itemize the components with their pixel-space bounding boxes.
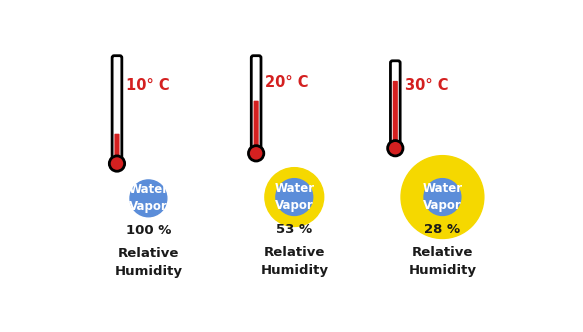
FancyBboxPatch shape: [391, 61, 400, 145]
Text: Relative
Humidity: Relative Humidity: [114, 247, 182, 279]
Circle shape: [109, 156, 125, 171]
FancyBboxPatch shape: [251, 56, 261, 150]
Circle shape: [276, 179, 312, 215]
Circle shape: [130, 180, 167, 217]
Text: 30° C: 30° C: [405, 78, 448, 93]
Text: 53 %: 53 %: [276, 223, 312, 236]
Circle shape: [424, 179, 461, 215]
Circle shape: [248, 146, 264, 161]
Text: 10° C: 10° C: [126, 78, 170, 93]
Text: Water
Vapor: Water Vapor: [422, 182, 462, 212]
FancyBboxPatch shape: [393, 81, 398, 142]
Circle shape: [265, 168, 324, 226]
Text: 28 %: 28 %: [424, 223, 461, 236]
Text: 100 %: 100 %: [126, 224, 171, 237]
Text: Relative
Humidity: Relative Humidity: [409, 246, 476, 277]
Text: Water
Vapor: Water Vapor: [274, 182, 314, 212]
Text: 20° C: 20° C: [265, 75, 309, 90]
FancyBboxPatch shape: [254, 101, 259, 147]
Circle shape: [388, 140, 403, 156]
Circle shape: [401, 156, 484, 238]
FancyBboxPatch shape: [112, 56, 122, 161]
Text: Relative
Humidity: Relative Humidity: [260, 246, 328, 277]
FancyBboxPatch shape: [114, 134, 120, 157]
Text: Water
Vapor: Water Vapor: [128, 183, 168, 213]
